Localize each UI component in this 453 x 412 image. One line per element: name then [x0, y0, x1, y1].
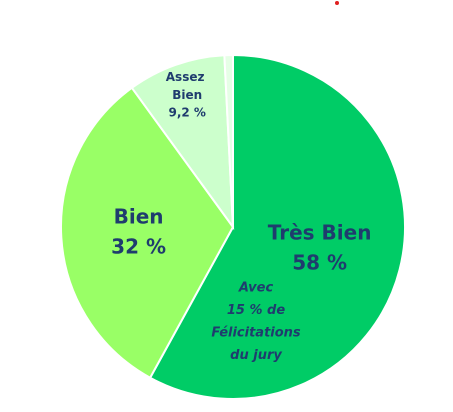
pie-slice	[148, 53, 406, 400]
annotation: 15 % de	[227, 303, 285, 318]
slice-label: Très Bien	[268, 221, 372, 245]
annotation: du jury	[230, 348, 282, 363]
annotation: Avec	[238, 281, 274, 296]
slice-label: Assez Bien	[166, 70, 209, 102]
value-label: 58 %	[292, 251, 347, 275]
dot	[335, 1, 339, 5]
value-label: 32 %	[111, 234, 166, 258]
pie-slice	[223, 53, 234, 228]
pie-slice	[60, 86, 235, 380]
annotation: Félicitations	[211, 326, 301, 341]
pie-slice	[130, 54, 235, 231]
slice-label: Bien	[114, 204, 164, 228]
value-label: 9,2 %	[168, 106, 205, 120]
